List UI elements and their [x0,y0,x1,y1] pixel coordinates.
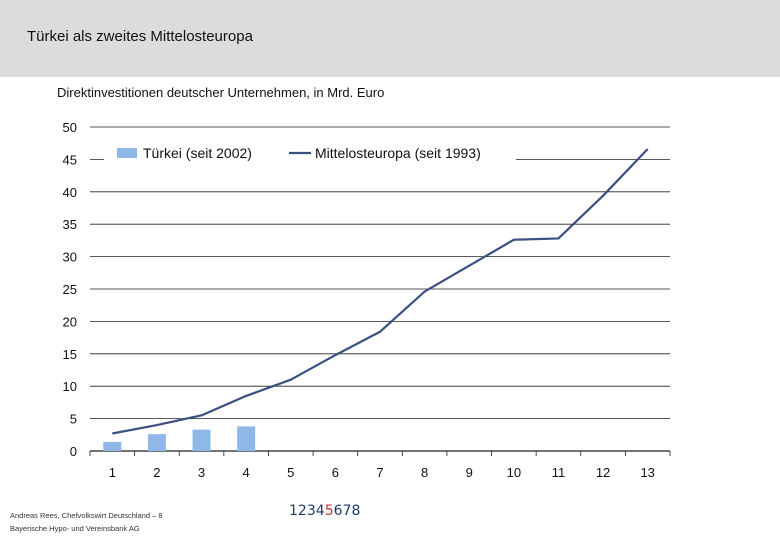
x-tick-label: 7 [376,465,383,480]
y-tick-labels: 0 5 10 15 20 25 30 35 40 45 50 [63,120,77,459]
legend-swatch-bar [117,148,137,158]
legend-label-turkei: Türkei (seit 2002) [143,145,252,161]
x-tick-label: 2 [153,465,160,480]
x-tick-label: 6 [332,465,339,480]
y-tick-label: 25 [63,282,77,297]
bar-series [103,426,256,451]
line-series [112,148,649,435]
legend: Türkei (seit 2002) Mittelosteuropa (seit … [104,141,516,165]
x-tick-label: 13 [640,465,654,480]
page-link-4[interactable]: 4 [315,503,325,519]
grid-layer [90,126,670,452]
page-link-3[interactable]: 3 [306,503,316,519]
header-band [0,0,780,77]
x-tick-label: 1 [109,465,116,480]
x-tick-label: 11 [552,465,566,480]
bar-turkei [103,441,122,451]
y-tick-label: 50 [63,120,77,135]
y-tick-label: 5 [70,412,77,427]
page-link-2[interactable]: 2 [297,503,307,519]
footer-credit: Andreas Rees, Chefvolkswirt Deutschland … [10,509,163,535]
x-tick-label: 8 [421,465,428,480]
legend-label-mittelosteuropa: Mittelosteuropa (seit 1993) [315,145,481,161]
page-link-8[interactable]: 8 [351,503,361,519]
footer-line-1: Andreas Rees, Chefvolkswirt Deutschland … [10,511,163,520]
page-link-1[interactable]: 1 [289,503,298,519]
bar-turkei [192,429,211,451]
bar-turkei [147,434,166,451]
y-tick-label: 35 [63,217,77,232]
x-tick-label: 12 [596,465,610,480]
y-tick-label: 15 [63,347,77,362]
y-tick-label: 10 [63,379,77,394]
y-tick-label: 0 [70,444,77,459]
x-tick-label: 5 [287,465,294,480]
bar-turkei [237,426,256,451]
x-tick-label: 4 [243,465,250,480]
page-link-7[interactable]: 7 [342,503,352,519]
x-tick-label: 3 [198,465,205,480]
footer-line-2: Bayerische Hypo- und Vereinsbank AG [10,524,140,533]
page-navigation: 12345678 [289,503,360,519]
slide-title: Türkei als zweites Mittelosteuropa [27,28,253,45]
y-tick-label: 30 [63,250,77,265]
y-tick-label: 45 [63,152,77,167]
y-tick-label: 20 [63,314,77,329]
chart-title: Direktinvestitionen deutscher Unternehme… [57,85,385,100]
y-tick-label: 40 [63,185,77,200]
page-link-6[interactable]: 6 [333,503,343,519]
x-tick-label: 10 [507,465,521,480]
page-link-5[interactable]: 5 [324,503,334,519]
x-tick-labels: 1 2 3 4 5 6 7 8 9 10 11 12 13 [89,451,671,480]
x-tick-label: 9 [466,465,473,480]
